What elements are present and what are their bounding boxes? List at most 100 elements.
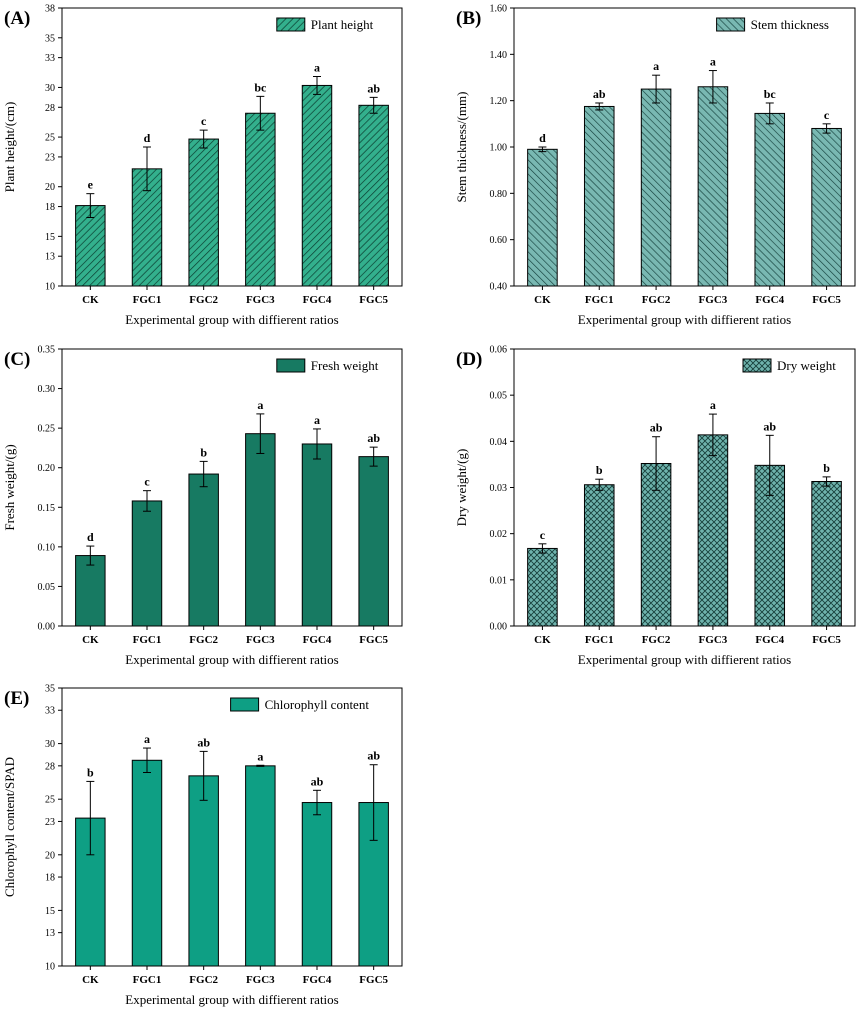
panel-b-significance-label: bc [764, 87, 777, 101]
panel-b-legend-label: Stem thickness [751, 17, 829, 32]
panel-e-x-tick-label: FGC1 [133, 974, 162, 986]
panel-a-y-tick-label: 30 [45, 83, 55, 94]
panel-a-plant-height: 10 13 15 18 20 23 25 28 30 33 35 38 CK e FGC1 d FGC2 c FGC… [2, 4, 403, 327]
panel-a-x-axis-title: Experimental group with diffierent ratio… [125, 312, 338, 327]
panel-a-significance-label: a [314, 61, 320, 75]
panel-d-x-tick-label: FGC4 [755, 634, 784, 646]
panel-a-plot-frame [61, 7, 403, 287]
panel-c-y-tick-label: 0.05 [38, 582, 56, 593]
panel-d-y-tick-label: 0.06 [490, 345, 508, 356]
panel-e-x-tick-label: CK [82, 974, 99, 986]
panel-a-y-tick-label: 13 [45, 252, 55, 263]
panel-d-significance-label: c [540, 528, 546, 542]
panel-a-x-tick-label: FGC3 [246, 294, 275, 306]
panel-d-significance-label: a [710, 398, 716, 412]
panel-c-x-tick-label: FGC1 [133, 634, 162, 646]
panel-c-x-tick-label: FGC4 [303, 634, 332, 646]
panel-d-x-tick-label: FGC1 [585, 634, 614, 646]
panel-d-y-tick-label: 0.01 [490, 575, 508, 586]
panel-e-y-tick-label: 33 [45, 706, 55, 717]
panel-e-legend-swatch [230, 697, 260, 712]
panel-c-significance-label: a [314, 413, 320, 427]
panel-c-bar [75, 555, 106, 627]
panel-b-bar [811, 127, 842, 287]
panel-a-x-tick-label: FGC5 [359, 294, 388, 306]
panel-e-x-tick-label: FGC4 [303, 974, 332, 986]
panel-a-y-tick-label: 33 [45, 53, 55, 64]
panel-e-bar [131, 759, 163, 967]
panel-a-y-tick-label: 25 [45, 133, 55, 144]
panel-a-significance-label: d [144, 131, 151, 145]
panel-d-significance-label: ab [763, 419, 776, 433]
panel-b-significance-label: a [653, 59, 659, 73]
panel-d-x-tick-label: FGC5 [812, 634, 841, 646]
panel-a-significance-label: ab [367, 81, 380, 95]
panel-b-x-tick-label: FGC3 [699, 294, 728, 306]
panel-a-y-tick-label: 23 [45, 152, 55, 163]
panel-c-x-tick-label: FGC5 [359, 634, 388, 646]
panel-e-significance-label: a [144, 732, 150, 746]
panel-a-y-tick-label: 38 [45, 4, 55, 15]
panel-c-bar [301, 443, 333, 627]
panel-e-y-tick-label: 28 [45, 761, 55, 772]
panel-d-bar [583, 484, 615, 627]
panel-c-significance-label: ab [367, 431, 380, 445]
panel-b-x-axis-title: Experimental group with diffierent ratio… [578, 312, 791, 327]
panel-b-x-tick-label: FGC1 [585, 294, 614, 306]
panel-e-x-tick-label: FGC5 [359, 974, 388, 986]
panel-d-y-axis-title: Dry weight/(g) [454, 449, 469, 527]
panel-c-bar [131, 500, 163, 627]
panel-e-y-tick-label: 13 [45, 928, 55, 939]
panel-c-legend-swatch [276, 358, 306, 373]
panel-e-y-tick-label: 20 [45, 850, 55, 861]
panel-b-x-tick-label: FGC4 [755, 294, 784, 306]
panel-c-bar [245, 433, 276, 627]
panel-b-bar [640, 88, 672, 287]
panel-e-x-axis-title: Experimental group with diffierent ratio… [125, 992, 338, 1007]
panel-e-label: (E) [4, 688, 29, 709]
panel-d-label: (D) [456, 349, 482, 370]
panel-d-legend-swatch [742, 358, 772, 373]
panel-c-significance-label: a [257, 398, 263, 412]
panel-a-y-tick-label: 18 [45, 202, 55, 213]
panel-a-y-tick-label: 10 [45, 282, 55, 293]
panel-c-y-tick-label: 0.20 [38, 463, 56, 474]
panel-b-x-tick-label: FGC5 [812, 294, 841, 306]
panel-a-x-tick-label: FGC4 [303, 294, 332, 306]
panel-b-significance-label: ab [593, 87, 606, 101]
panel-b-significance-label: a [710, 55, 716, 69]
panel-b-y-axis-title: Stem thickness/(mm) [454, 92, 469, 203]
panel-a-bar [358, 104, 389, 287]
panel-d-bar [527, 547, 558, 627]
panel-b-y-tick-label: 0.40 [490, 282, 508, 293]
panel-e-y-axis-title: Chlorophyll content/SPAD [2, 757, 17, 897]
panel-b-plot-frame [513, 7, 856, 287]
panel-c-bar [358, 456, 389, 627]
panel-a-significance-label: bc [254, 80, 267, 94]
panel-b-y-tick-label: 1.20 [490, 96, 508, 107]
panel-a-legend-label: Plant height [311, 17, 374, 32]
panel-d-significance-label: ab [650, 421, 663, 435]
panel-b-bar [527, 148, 558, 287]
panel-c-y-tick-label: 0.30 [38, 384, 56, 395]
panel-d-y-tick-label: 0.05 [490, 391, 508, 402]
panel-a-y-tick-label: 20 [45, 182, 55, 193]
panel-e-significance-label: ab [197, 735, 210, 749]
panel-b-significance-label: d [539, 131, 546, 145]
panel-a-bar [188, 138, 219, 287]
panel-e-x-tick-label: FGC3 [246, 974, 275, 986]
panel-c-x-tick-label: FGC3 [246, 634, 275, 646]
panel-d-y-tick-label: 0.00 [490, 622, 508, 633]
panel-c-y-tick-label: 0.15 [38, 503, 56, 514]
panel-c-label: (C) [4, 349, 30, 370]
panel-b-y-tick-label: 0.80 [490, 189, 508, 200]
panel-b-y-tick-label: 1.60 [490, 4, 508, 15]
panel-e-significance-label: ab [367, 749, 380, 763]
panel-e-bar [301, 802, 333, 967]
panel-b-label: (B) [456, 8, 481, 29]
panel-d-x-tick-label: FGC2 [642, 634, 671, 646]
panel-d-significance-label: b [823, 461, 830, 475]
panel-a-significance-label: e [88, 178, 94, 192]
panel-c-significance-label: d [87, 530, 94, 544]
panel-a-bar [301, 84, 333, 287]
